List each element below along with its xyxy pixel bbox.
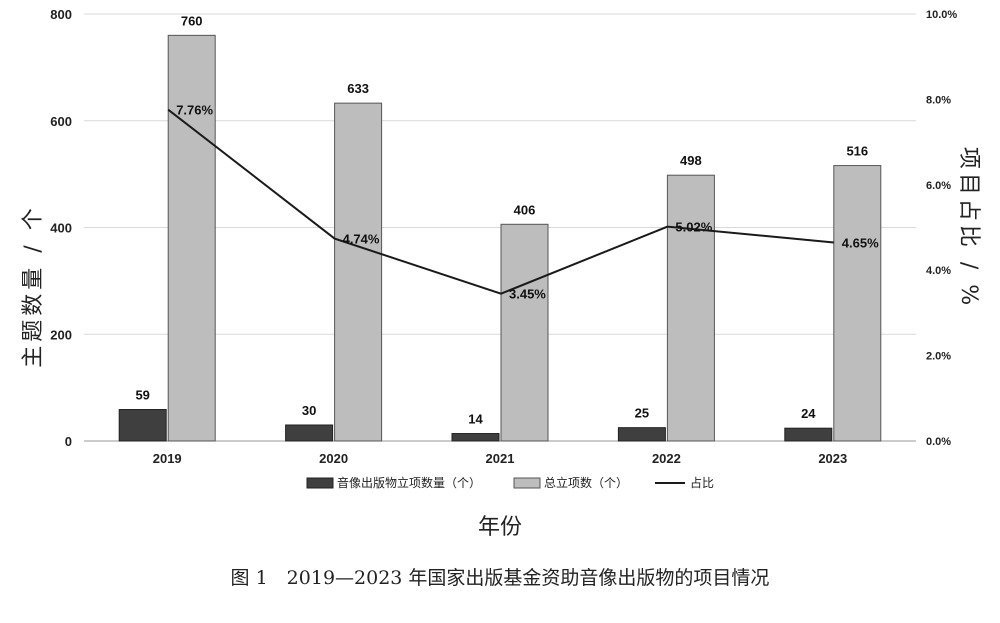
bar-total <box>666 174 715 442</box>
y2-tick-label: 4.0% <box>926 265 951 277</box>
bar-total <box>334 102 383 442</box>
y-tick-label: 0 <box>65 434 72 449</box>
y2-tick-label: 2.0% <box>926 351 951 363</box>
x-tick-label: 2022 <box>652 451 681 466</box>
data-label-total: 406 <box>514 202 536 217</box>
x-tick-label: 2021 <box>486 451 515 466</box>
x-tick-label: 2019 <box>153 451 182 466</box>
legend-label-audio-video: 音像出版物立项数量（个） <box>337 475 481 490</box>
figure-caption: 图 1 2019—2023 年国家出版基金资助音像出版物的项目情况 <box>231 567 770 589</box>
x-axis-ticks: 2019 2020 2021 2022 2023 <box>153 451 848 466</box>
data-label-ratio: 3.45% <box>509 287 546 302</box>
data-labels-layer: 59 760 30 633 14 406 25 498 24 516 7.76% 4.74% 3.45%… <box>135 13 879 426</box>
legend-label-ratio: 占比 <box>690 475 714 490</box>
bar-total <box>833 165 882 442</box>
bar-audio-video <box>285 424 334 442</box>
data-label-audio-video: 30 <box>302 403 316 418</box>
legend-label-total: 总立项数（个） <box>544 475 628 490</box>
bar-total <box>500 223 549 442</box>
data-label-ratio: 5.02% <box>675 220 712 235</box>
data-label-total: 760 <box>181 13 203 28</box>
data-label-ratio: 4.65% <box>842 235 879 250</box>
y2-tick-label: 0.0% <box>926 436 951 448</box>
y-tick-label: 200 <box>50 327 72 342</box>
x-tick-label: 2020 <box>319 451 348 466</box>
data-label-audio-video: 24 <box>801 406 816 421</box>
bars-layer <box>118 34 882 442</box>
x-tick-label: 2023 <box>818 451 847 466</box>
bar-audio-video <box>451 433 500 442</box>
ratio-line-layer <box>167 108 834 295</box>
data-label-total: 498 <box>680 153 702 168</box>
y-axis-title-right: 项目占比 / % <box>956 147 981 309</box>
data-label-audio-video: 25 <box>635 406 649 421</box>
data-label-total: 633 <box>347 81 369 96</box>
data-label-total: 516 <box>846 144 868 159</box>
y2-tick-label: 8.0% <box>926 94 951 106</box>
data-label-audio-video: 14 <box>468 412 483 427</box>
y-axis-right-ticks: 0.0% 2.0% 4.0% 6.0% 8.0% 10.0% <box>926 9 957 448</box>
bar-audio-video <box>118 409 167 442</box>
y-axis-left-ticks: 0 200 400 600 800 <box>50 7 72 449</box>
legend-swatch-audio-video <box>306 477 334 489</box>
x-axis-title: 年份 <box>478 515 522 540</box>
data-label-ratio: 4.74% <box>343 232 380 247</box>
y2-tick-label: 6.0% <box>926 180 951 192</box>
y2-tick-label: 10.0% <box>926 9 957 21</box>
y-axis-title-left: 主题数量 / 个 <box>21 204 46 367</box>
gridlines <box>84 13 916 442</box>
data-label-audio-video: 59 <box>135 388 149 403</box>
legend-swatch-total <box>513 477 541 489</box>
y-tick-label: 400 <box>50 221 72 236</box>
bar-audio-video <box>784 427 833 442</box>
y-tick-label: 600 <box>50 114 72 129</box>
data-label-ratio: 7.76% <box>176 103 213 118</box>
legend: 音像出版物立项数量（个） 总立项数（个） 占比 <box>306 475 714 490</box>
y-tick-label: 800 <box>50 7 72 22</box>
bar-audio-video <box>617 427 666 442</box>
bar-total <box>167 34 216 442</box>
ratio-line <box>167 108 834 295</box>
